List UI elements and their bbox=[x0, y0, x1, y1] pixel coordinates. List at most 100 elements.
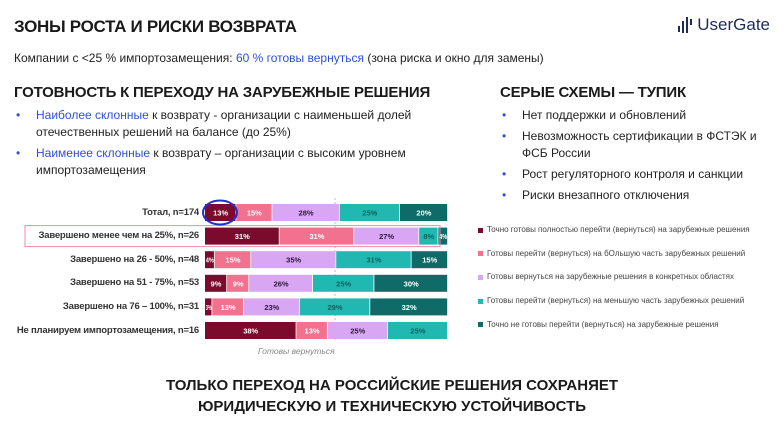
footer-line-1: ТОЛЬКО ПЕРЕХОД НА РОССИЙСКИЕ РЕШЕНИЯ СОХ… bbox=[165, 377, 619, 394]
logo-bars-icon bbox=[678, 17, 693, 33]
bar-value-label: 3% bbox=[206, 303, 212, 312]
bar-segment bbox=[205, 227, 279, 245]
bar-segment bbox=[243, 298, 299, 316]
right-bullet: Невозможность сертификации в ФСТЭК и ФСБ… bbox=[500, 128, 770, 162]
logo-text: UserGate bbox=[697, 15, 770, 34]
bar-value-label: 25% bbox=[362, 209, 377, 218]
bar-segment bbox=[299, 298, 370, 316]
bar-segment bbox=[205, 298, 212, 316]
bar-segment bbox=[354, 227, 419, 245]
bar-value-label: 9% bbox=[211, 279, 222, 288]
bar-segment bbox=[205, 322, 296, 339]
bar-value-label: 31% bbox=[309, 232, 324, 241]
bar-segment bbox=[374, 274, 448, 292]
bar-segment bbox=[313, 274, 374, 292]
bar-segment bbox=[327, 322, 388, 339]
bullet-highlight: Наименее склонные bbox=[36, 146, 151, 160]
bar-value-label: 27% bbox=[379, 232, 394, 241]
bar-value-label: 38% bbox=[243, 327, 258, 336]
bar-value-label: 9% bbox=[233, 279, 244, 288]
bar-value-label: 31% bbox=[366, 256, 381, 265]
legend-swatch bbox=[478, 251, 483, 257]
bar-segment bbox=[279, 227, 354, 245]
row-label: Завершено менее чем на 25%, n=26 bbox=[38, 230, 200, 242]
legend-label: Готовы перейти (вернуться) на меньшую ча… bbox=[487, 296, 745, 306]
subtitle-prefix: Компании с <25 % импортозамещения: bbox=[14, 51, 236, 65]
subtitle: Компании с <25 % импортозамещения: 60 % … bbox=[14, 51, 544, 65]
left-heading: ГОТОВНОСТЬ К ПЕРЕХОДУ НА ЗАРУБЕЖНЫЕ РЕШЕ… bbox=[14, 84, 431, 101]
bar-segment bbox=[214, 251, 251, 269]
footer-statement: ТОЛЬКО ПЕРЕХОД НА РОССИЙСКИЕ РЕШЕНИЯ СОХ… bbox=[0, 375, 784, 417]
legend-item: Готовы перейти (вернуться) на меньшую ча… bbox=[478, 296, 744, 306]
bar-value-label: 32% bbox=[402, 303, 417, 312]
subtitle-suffix: (зона риска и окно для замены) bbox=[363, 51, 544, 65]
bar-segment bbox=[296, 322, 327, 339]
bar-segment bbox=[205, 204, 236, 221]
right-bullets: Нет поддержки и обновлений Невозможность… bbox=[500, 107, 770, 208]
bar-value-label: 4% bbox=[439, 232, 447, 241]
bar-segment bbox=[399, 204, 448, 221]
bar-segment bbox=[251, 251, 336, 269]
subtitle-highlight: 60 % готовы вернуться bbox=[235, 51, 364, 65]
bar-segment bbox=[236, 204, 272, 221]
bar-value-label: 8% bbox=[423, 232, 434, 241]
bullet-text: к возврату – организации с высоким уровн… bbox=[36, 146, 406, 177]
right-bullet: Рост регуляторного контроля и санкции bbox=[500, 166, 770, 183]
row-label: Тотал, n=174 bbox=[142, 206, 199, 218]
bar-value-label: 30% bbox=[404, 279, 419, 288]
legend-item: Готовы вернуться на зарубежные решения в… bbox=[478, 272, 734, 282]
right-bullet: Нет поддержки и обновлений bbox=[500, 107, 770, 124]
bar-segment bbox=[387, 322, 448, 339]
bar-segment bbox=[339, 204, 400, 221]
bar-value-label: 25% bbox=[410, 327, 425, 336]
bar-value-label: 31% bbox=[235, 232, 250, 241]
bar-segment bbox=[227, 274, 249, 292]
legend-label: Готовы перейти (вернуться) на бОльшую ча… bbox=[487, 248, 746, 258]
bar-value-label: 20% bbox=[416, 209, 431, 218]
legend-label: Готовы вернуться на зарубежные решения в… bbox=[487, 272, 734, 282]
legend-swatch bbox=[478, 227, 483, 233]
legend-swatch bbox=[478, 274, 483, 280]
bar-value-label: 13% bbox=[305, 327, 320, 336]
bar-segment bbox=[438, 227, 448, 245]
bar-value-label: 13% bbox=[213, 209, 228, 218]
row-label: Не планируем импортозамещения, n=16 bbox=[16, 324, 199, 336]
bullet-text: к возврату - организации с наименьшей до… bbox=[36, 108, 412, 139]
left-bullets: Наиболее склонные к возврату - организац… bbox=[14, 107, 454, 183]
left-bullet: Наиболее склонные к возврату - организац… bbox=[14, 107, 454, 141]
legend-label: Точно не готовы перейти (вернуться) на з… bbox=[487, 319, 719, 329]
row-label: Завершено на 26 - 50%, n=48 bbox=[70, 253, 199, 265]
bar-value-label: 29% bbox=[327, 303, 342, 312]
row-label: Завершено на 76 – 100%, n=31 bbox=[62, 300, 199, 312]
highlight-box bbox=[24, 225, 441, 248]
bar-segment bbox=[336, 251, 411, 269]
row-label: Завершено на 51 - 75%, n=53 bbox=[70, 277, 199, 289]
bar-segment bbox=[272, 204, 339, 221]
usergate-logo: UserGate bbox=[678, 15, 770, 35]
bar-value-label: 15% bbox=[225, 256, 240, 265]
bar-segment bbox=[205, 251, 214, 269]
bullet-highlight: Наиболее склонные bbox=[36, 108, 149, 122]
bar-value-label: 25% bbox=[350, 327, 365, 336]
bar-value-label: 4% bbox=[206, 256, 214, 265]
page-title: ЗОНЫ РОСТА И РИСКИ ВОЗВРАТА bbox=[14, 17, 297, 36]
bar-value-label: 13% bbox=[221, 303, 236, 312]
legend-item: Готовы перейти (вернуться) на бОльшую ча… bbox=[478, 249, 745, 259]
right-bullet: Риски внезапного отключения bbox=[500, 187, 770, 204]
bar-segment bbox=[249, 274, 313, 292]
bar-value-label: 25% bbox=[336, 279, 351, 288]
legend-item: Точно не готовы перейти (вернуться) на з… bbox=[478, 320, 719, 330]
bar-segment bbox=[419, 227, 438, 245]
left-bullet: Наименее склонные к возврату – организац… bbox=[14, 145, 454, 179]
legend-swatch bbox=[478, 322, 483, 328]
annotation-ready-to-return: Готовы вернуться bbox=[258, 346, 335, 356]
bar-value-label: 26% bbox=[274, 279, 289, 288]
bar-value-label: 23% bbox=[264, 303, 279, 312]
bar-segment bbox=[411, 251, 448, 269]
bar-segment bbox=[212, 298, 244, 316]
bar-segment bbox=[205, 274, 227, 292]
bar-segment bbox=[370, 298, 448, 316]
legend-swatch bbox=[478, 298, 483, 304]
